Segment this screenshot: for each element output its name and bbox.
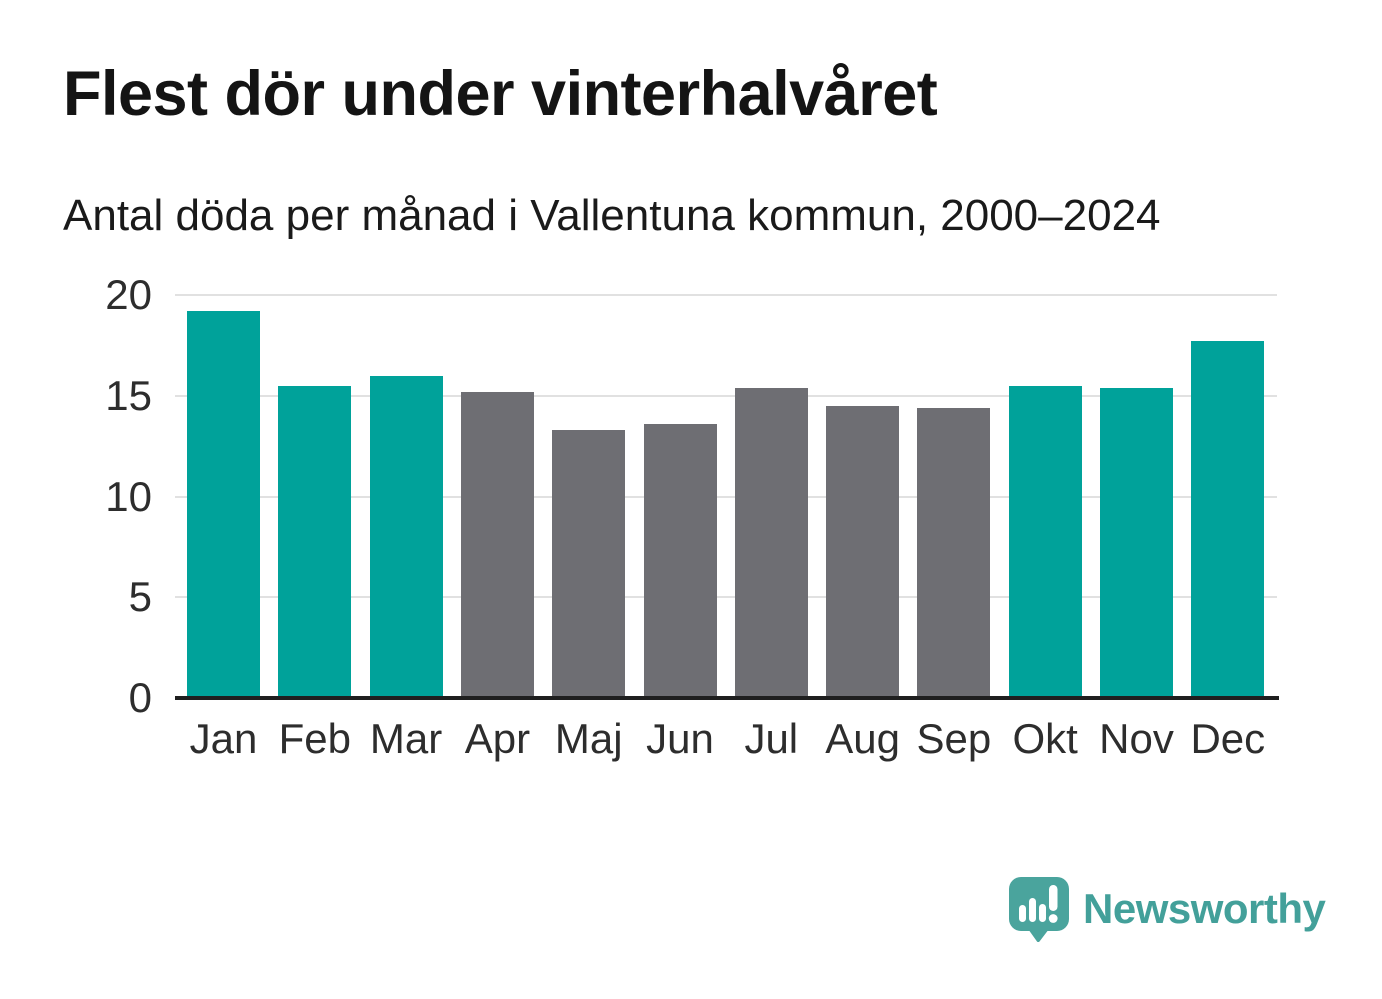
- x-tick-label-feb: Feb: [278, 715, 351, 762]
- x-tick-label-nov: Nov: [1099, 715, 1174, 762]
- chart-title: Flest dör under vinterhalvåret: [63, 59, 938, 129]
- bar-jun: [643, 423, 717, 698]
- newsworthy-logo-text: Newsworthy: [1083, 885, 1326, 932]
- x-tick-label-jul: Jul: [744, 715, 799, 762]
- bar-sep: [917, 407, 991, 698]
- bar-jan: [187, 311, 260, 698]
- y-tick-label-5: 5: [128, 573, 152, 621]
- x-tick-label-apr: Apr: [464, 715, 531, 762]
- y-tick-label-15: 15: [105, 371, 152, 419]
- bar-dec: [1191, 341, 1265, 698]
- gridline-y-10: [175, 495, 1277, 498]
- y-tick-label-10: 10: [105, 472, 152, 520]
- bar-aug: [826, 405, 900, 698]
- x-tick-label-dec: Dec: [1190, 715, 1266, 762]
- newsworthy-logo[interactable]: Newsworthy: [1008, 876, 1326, 942]
- bar-apr: [460, 391, 534, 698]
- x-tick-label-jan: Jan: [189, 715, 258, 762]
- bar-nov: [1100, 387, 1173, 698]
- x-axis-line: [175, 696, 1279, 700]
- x-tick-label-maj: Maj: [554, 715, 623, 762]
- bar-jul: [734, 387, 808, 698]
- gridline-y-5: [175, 596, 1277, 599]
- chart-subtitle: Antal döda per månad i Vallentuna kommun…: [63, 191, 1161, 240]
- bar-feb: [278, 385, 352, 698]
- x-tick-label-sep: Sep: [916, 715, 992, 762]
- x-tick-label-okt: Okt: [1012, 715, 1078, 762]
- y-tick-label-20: 20: [105, 271, 152, 318]
- y-tick-label-0: 0: [128, 674, 152, 721]
- x-tick-label-mar: Mar: [369, 715, 443, 762]
- gridline-y-20: [175, 294, 1277, 296]
- x-tick-label-aug: Aug: [825, 715, 900, 762]
- bar-okt: [1008, 385, 1082, 698]
- x-tick-label-jun: Jun: [646, 715, 714, 762]
- bar-mar: [369, 375, 443, 698]
- gridline-y-15: [175, 394, 1277, 397]
- bar-maj: [552, 430, 626, 698]
- newsworthy-bar-chart-bubble-icon: [1009, 877, 1069, 942]
- bar-chart-plot: [175, 294, 1279, 700]
